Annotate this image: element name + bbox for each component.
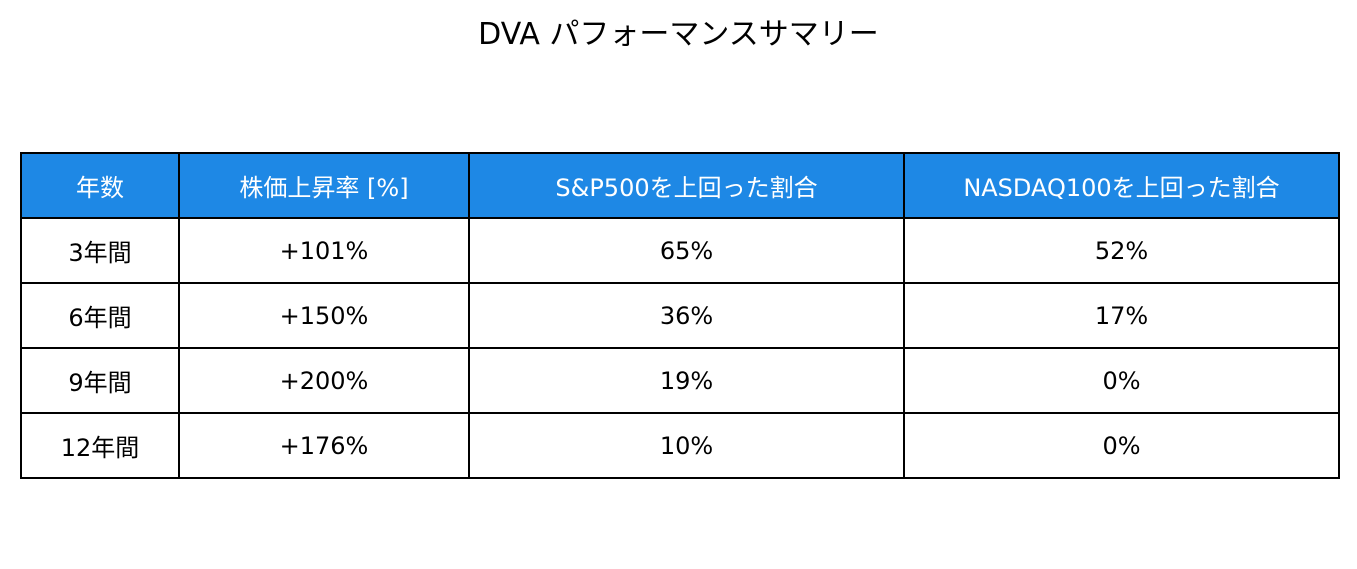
summary-table: 年数 株価上昇率 [%] S&P500を上回った割合 NASDAQ100を上回った割合… xyxy=(20,152,1340,479)
header-cell: S&P500を上回った割合 xyxy=(468,152,905,219)
table-cell: +150% xyxy=(178,282,470,349)
table-cell: 10% xyxy=(468,412,905,479)
table-cell: 65% xyxy=(468,217,905,284)
table-cell: 17% xyxy=(903,282,1340,349)
table-cell: +176% xyxy=(178,412,470,479)
table-row: 9年間 +200% 19% 0% xyxy=(20,347,1340,414)
table-cell: 36% xyxy=(468,282,905,349)
table-cell: 3年間 xyxy=(20,217,180,284)
table-row: 6年間 +150% 36% 17% xyxy=(20,282,1340,349)
header-row: 年数 株価上昇率 [%] S&P500を上回った割合 NASDAQ100を上回った割合 xyxy=(20,152,1340,219)
header-cell: 株価上昇率 [%] xyxy=(178,152,470,219)
table-body: 3年間 +101% 65% 52% 6年間 +150% 36% 17% 9年間 +200% 19% 0… xyxy=(20,217,1340,479)
table-cell: 0% xyxy=(903,412,1340,479)
table-cell: 12年間 xyxy=(20,412,180,479)
table-row: 3年間 +101% 65% 52% xyxy=(20,217,1340,284)
table-cell: +200% xyxy=(178,347,470,414)
header-cell: NASDAQ100を上回った割合 xyxy=(903,152,1340,219)
title: DVA パフォーマンスサマリー xyxy=(478,17,879,52)
table-cell: 6年間 xyxy=(20,282,180,349)
header-cell: 年数 xyxy=(20,152,180,219)
table-row: 12年間 +176% 10% 0% xyxy=(20,412,1340,479)
table-cell: 52% xyxy=(903,217,1340,284)
table-cell: 9年間 xyxy=(20,347,180,414)
table-cell: 0% xyxy=(903,347,1340,414)
table-cell: 19% xyxy=(468,347,905,414)
table-cell: +101% xyxy=(178,217,470,284)
